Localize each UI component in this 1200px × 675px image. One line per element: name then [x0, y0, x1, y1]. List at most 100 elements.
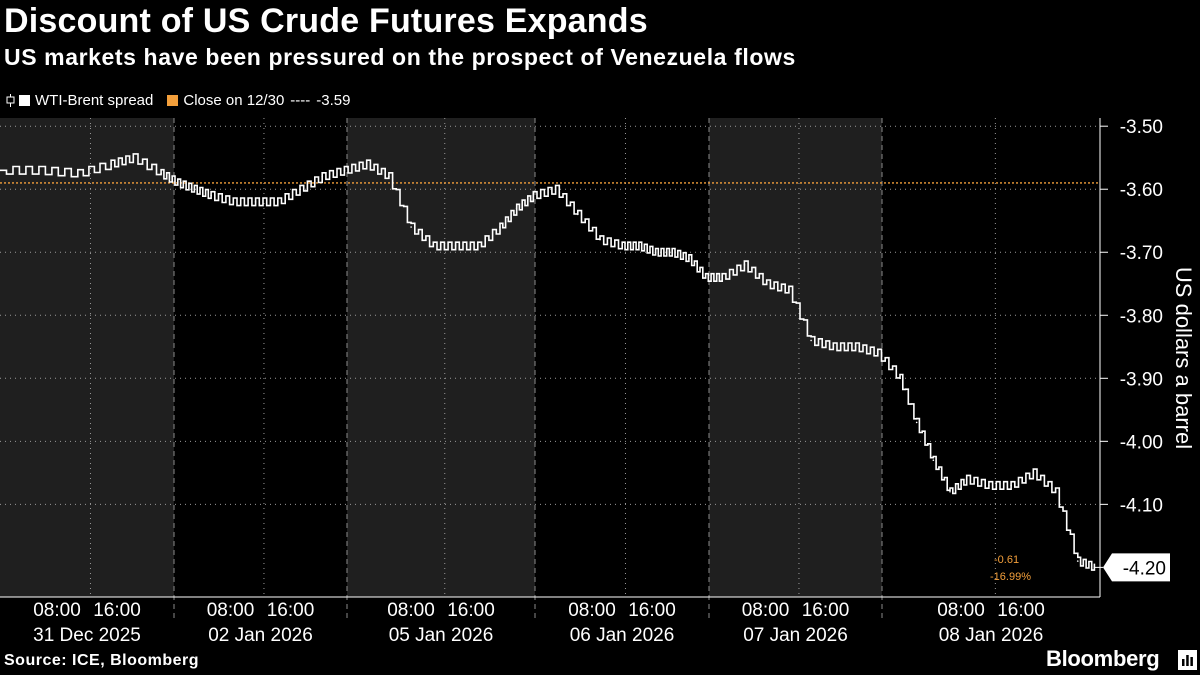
day-band	[709, 118, 882, 597]
data-point	[965, 478, 968, 480]
chart-title: Discount of US Crude Futures Expands	[4, 2, 648, 40]
data-point	[110, 163, 112, 165]
x-date-label: 31 Dec 2025	[33, 625, 141, 646]
data-point	[276, 201, 279, 203]
legend-label-series: WTI-Brent spread	[35, 91, 154, 109]
x-tick-label: 08:00	[568, 600, 616, 621]
legend-item-close: Close on 12/30 ---- -3.59	[167, 92, 350, 109]
x-date-label: 02 Jan 2026	[208, 625, 313, 646]
data-point	[854, 345, 857, 348]
x-tick-label: 16:00	[628, 600, 676, 621]
x-date-label: 06 Jan 2026	[570, 625, 675, 646]
data-point	[876, 352, 879, 354]
data-point	[454, 245, 457, 247]
data-point	[671, 251, 674, 254]
y-tick-label: -3.80	[1120, 306, 1163, 327]
data-point	[599, 238, 601, 241]
x-date-label: 07 Jan 2026	[743, 625, 848, 646]
legend-close-value: -3.59	[316, 91, 351, 109]
data-point	[721, 276, 724, 279]
x-tick-label: 08:00	[207, 600, 255, 621]
bloomberg-logo-icon	[1178, 650, 1197, 670]
x-tick-label: 16:00	[93, 600, 141, 621]
data-point	[254, 201, 257, 203]
data-point	[176, 182, 179, 184]
data-point	[1010, 484, 1012, 487]
data-point	[688, 257, 690, 260]
data-point	[76, 172, 79, 175]
data-point	[1076, 560, 1079, 562]
data-point	[38, 169, 40, 172]
data-point	[899, 377, 901, 380]
data-point	[810, 339, 812, 342]
x-tick-label: 08:00	[742, 600, 790, 621]
data-point	[232, 201, 235, 203]
day-band	[347, 118, 535, 597]
data-point	[388, 175, 390, 178]
data-point	[432, 245, 435, 247]
y-axis-title: US dollars a barrel	[1171, 267, 1196, 449]
data-point	[0, 169, 1, 172]
last-value-label: -4.20	[1123, 558, 1166, 579]
data-point	[638, 245, 640, 247]
data-point	[932, 459, 935, 462]
day-band	[0, 118, 174, 597]
y-tick-label: -4.10	[1120, 495, 1163, 516]
data-point	[576, 213, 579, 216]
legend-swatch-close	[167, 94, 179, 106]
x-tick-label: 16:00	[267, 600, 315, 621]
data-point	[654, 251, 657, 254]
data-point	[532, 194, 535, 197]
data-point	[193, 188, 196, 191]
data-point	[1054, 490, 1057, 493]
data-point	[321, 175, 324, 178]
legend-close-dashes: ----	[290, 91, 311, 109]
data-point	[1032, 472, 1035, 474]
data-point	[365, 163, 368, 165]
data-point	[621, 245, 624, 247]
data-point	[788, 289, 790, 291]
legend-item-series: WTI-Brent spread	[6, 92, 153, 109]
data-point	[299, 188, 301, 191]
data-point	[704, 276, 707, 279]
high-low-icon	[6, 93, 15, 107]
last-value-badge	[1103, 553, 1170, 582]
change-abs-label: -0.61	[994, 554, 1019, 566]
data-point	[949, 490, 951, 493]
legend: WTI-Brent spread Close on 12/30 ---- -3.…	[6, 90, 364, 110]
data-point	[832, 345, 835, 348]
x-tick-label: 16:00	[447, 600, 495, 621]
legend-label-close: Close on 12/30	[183, 91, 285, 109]
y-tick-label: -3.90	[1120, 369, 1163, 390]
x-date-label: 08 Jan 2026	[939, 625, 1044, 646]
data-point	[988, 484, 990, 487]
data-point	[132, 156, 135, 159]
data-point	[554, 188, 557, 191]
series-line	[0, 153, 1096, 571]
x-tick-label: 08:00	[937, 600, 985, 621]
x-tick-label: 08:00	[387, 600, 435, 621]
data-point	[410, 226, 412, 228]
bloomberg-logo: Bloomberg	[1046, 646, 1160, 671]
data-point	[515, 207, 518, 209]
data-point	[743, 264, 746, 266]
x-tick-label: 08:00	[33, 600, 81, 621]
data-point	[499, 226, 501, 228]
data-point	[915, 421, 918, 424]
legend-swatch-series	[19, 94, 30, 106]
source-note: Source: ICE, Bloomberg	[4, 652, 200, 669]
data-point	[343, 169, 346, 172]
y-tick-label: -4.00	[1120, 432, 1163, 453]
change-pct-label: -16.99%	[990, 571, 1031, 583]
x-tick-label: 16:00	[802, 600, 850, 621]
y-tick-label: -3.70	[1120, 243, 1163, 264]
y-tick-label: -3.60	[1120, 180, 1163, 201]
y-tick-label: -3.50	[1120, 117, 1163, 138]
x-tick-label: 16:00	[997, 600, 1045, 621]
data-point	[476, 245, 479, 247]
data-point	[210, 194, 212, 197]
chart-subtitle: US markets have been pressured on the pr…	[4, 44, 796, 70]
x-date-label: 05 Jan 2026	[389, 625, 494, 646]
data-point	[160, 172, 162, 175]
